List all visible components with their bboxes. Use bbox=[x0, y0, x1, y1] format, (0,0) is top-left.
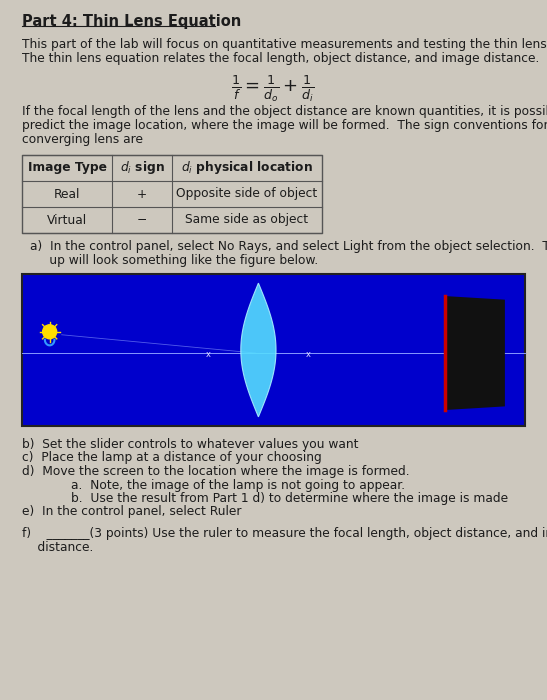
Text: b)  Set the slider controls to whatever values you want: b) Set the slider controls to whatever v… bbox=[22, 438, 358, 451]
Text: d)  Move the screen to the location where the image is formed.: d) Move the screen to the location where… bbox=[22, 465, 410, 478]
Text: The thin lens equation relates the focal length, object distance, and image dist: The thin lens equation relates the focal… bbox=[22, 52, 539, 65]
Polygon shape bbox=[241, 283, 276, 417]
Text: c)  Place the lamp at a distance of your choosing: c) Place the lamp at a distance of your … bbox=[22, 452, 322, 465]
Text: x: x bbox=[306, 349, 311, 358]
Text: distance.: distance. bbox=[22, 540, 94, 554]
Text: −: − bbox=[137, 214, 147, 227]
Polygon shape bbox=[445, 296, 505, 410]
Text: $d_i$ physical location: $d_i$ physical location bbox=[181, 160, 313, 176]
Text: a.  Note, the image of the lamp is not going to appear.: a. Note, the image of the lamp is not go… bbox=[40, 479, 405, 491]
Text: converging lens are: converging lens are bbox=[22, 133, 143, 146]
Text: Real: Real bbox=[54, 188, 80, 200]
Bar bbox=[22, 155, 322, 233]
Text: $d_i$ sign: $d_i$ sign bbox=[120, 160, 165, 176]
Text: $\frac{1}{f} = \frac{1}{d_o} + \frac{1}{d_i}$: $\frac{1}{f} = \frac{1}{d_o} + \frac{1}{… bbox=[231, 73, 315, 104]
Text: +: + bbox=[137, 188, 147, 200]
Text: Same side as object: Same side as object bbox=[185, 214, 309, 227]
Text: a)  In the control panel, select No Rays, and select Light from the object selec: a) In the control panel, select No Rays,… bbox=[30, 240, 547, 253]
Text: up will look something like the figure below.: up will look something like the figure b… bbox=[30, 254, 318, 267]
Text: Virtual: Virtual bbox=[47, 214, 87, 227]
Bar bbox=[22, 274, 525, 426]
Circle shape bbox=[43, 325, 57, 339]
Text: e)  In the control panel, select Ruler: e) In the control panel, select Ruler bbox=[22, 505, 241, 519]
Text: x: x bbox=[206, 349, 211, 358]
Text: If the focal length of the lens and the object distance are known quantities, it: If the focal length of the lens and the … bbox=[22, 105, 547, 118]
Text: f)    _______(3 points) Use the ruler to measure the focal length, object distan: f) _______(3 points) Use the ruler to me… bbox=[22, 527, 547, 540]
Text: Opposite side of object: Opposite side of object bbox=[176, 188, 318, 200]
Text: This part of the lab will focus on quantitative measurements and testing the thi: This part of the lab will focus on quant… bbox=[22, 38, 547, 51]
Text: Image Type: Image Type bbox=[27, 162, 107, 174]
Text: Part 4: Thin Lens Equation: Part 4: Thin Lens Equation bbox=[22, 14, 241, 29]
Text: b.  Use the result from Part 1 d) to determine where the image is made: b. Use the result from Part 1 d) to dete… bbox=[40, 492, 508, 505]
Text: predict the image location, where the image will be formed.  The sign convention: predict the image location, where the im… bbox=[22, 119, 547, 132]
